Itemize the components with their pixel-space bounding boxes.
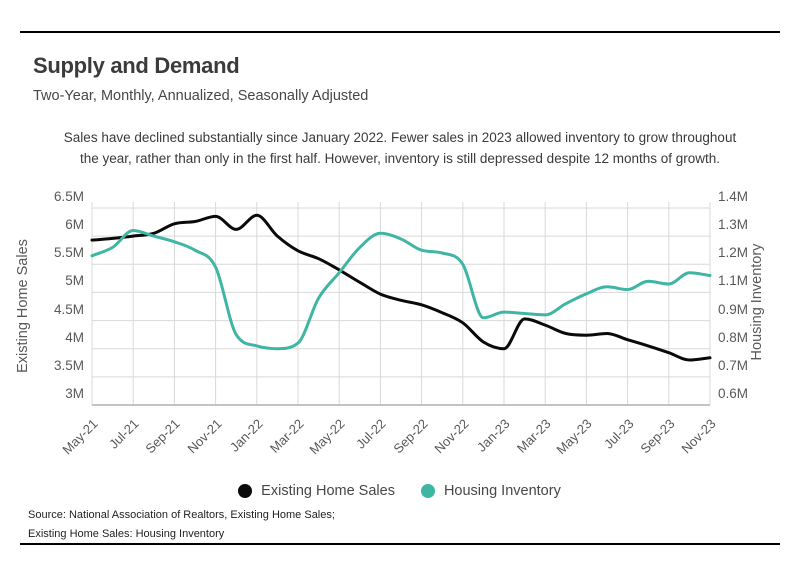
left-axis-title: Existing Home Sales [15, 239, 31, 373]
right-axis-tick-label: 1.4M [718, 189, 749, 204]
right-axis-title: Housing Inventory [749, 243, 765, 361]
legend-label-sales: Existing Home Sales [261, 483, 395, 499]
right-axis-tick-label: 0.8M [718, 329, 749, 345]
legend-marker-sales-icon [238, 484, 253, 498]
legend-item-existing-home-sales: Existing Home Sales [238, 483, 395, 499]
chart-annotation: Sales have declined substantially since … [40, 127, 760, 169]
left-axis-tick-label: 3.5M [53, 357, 84, 373]
series-line-existing-home-sales [90, 213, 712, 362]
left-axis-tick-label: 4.5M [53, 301, 84, 317]
legend-item-housing-inventory: Housing Inventory [420, 483, 561, 499]
source-line-2: Existing Home Sales: Housing Inventory [28, 528, 225, 540]
annotation-line-2: the year, rather than only in the first … [79, 151, 721, 166]
left-axis-tick-label: 5M [65, 273, 84, 289]
series-line-housing-inventory [90, 229, 712, 351]
right-axis-tick-label: 1.2M [718, 245, 749, 261]
left-axis-tick-label: 3M [65, 386, 84, 401]
legend-marker-inventory-icon [420, 484, 435, 498]
right-axis-tick-label: 0.7M [718, 357, 749, 373]
right-axis-tick-label: 0.9M [718, 301, 749, 317]
left-axis-tick-label: 6M [65, 217, 84, 233]
source-line-1: Source: National Association of Realtors… [28, 509, 335, 521]
left-axis-tick-label: 4M [65, 329, 84, 345]
chart-title: Supply and Demand [33, 53, 240, 78]
legend-label-inventory: Housing Inventory [443, 483, 561, 499]
top-divider [20, 31, 780, 33]
right-axis-tick-label: 1.1M [718, 273, 749, 289]
chart-subtitle: Two-Year, Monthly, Annualized, Seasonall… [33, 88, 369, 104]
right-axis-tick-label: 1.3M [718, 217, 749, 233]
legend: Existing Home Sales Housing Inventory [0, 483, 799, 499]
left-axis-tick-label: 6.5M [53, 189, 84, 204]
bottom-divider [20, 543, 780, 545]
right-axis-tick-label: 0.6M [718, 386, 749, 401]
left-axis-tick-label: 5.5M [53, 245, 84, 261]
annotation-line-1: Sales have declined substantially since … [63, 130, 737, 145]
